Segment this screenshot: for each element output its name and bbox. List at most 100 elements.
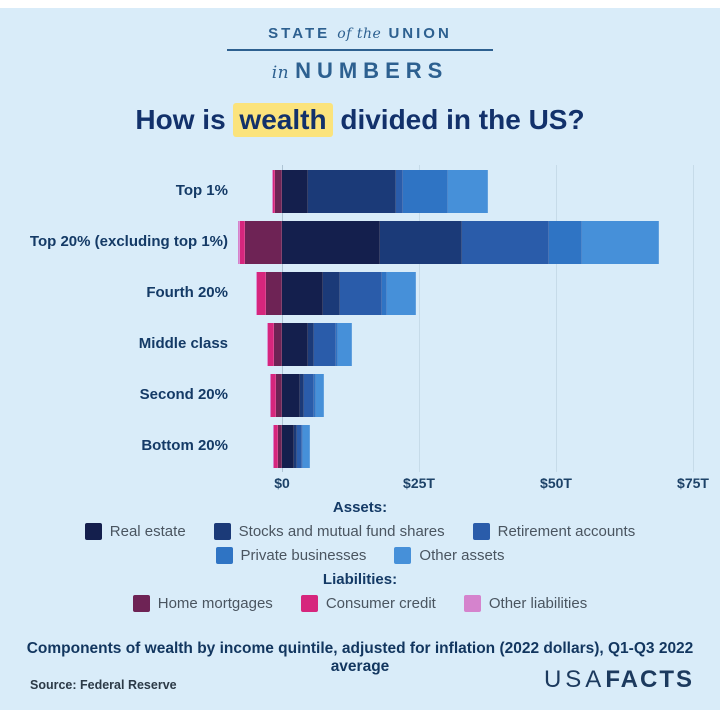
masthead-in: in bbox=[271, 63, 290, 83]
segment-retirement-accounts bbox=[304, 374, 315, 417]
legend-item-stocks-and-mutual-fund-shares: Stocks and mutual fund shares bbox=[213, 523, 445, 540]
segment-other-liabilities bbox=[269, 374, 271, 417]
title-post: divided in the US? bbox=[332, 104, 585, 135]
segment-real-estate bbox=[282, 221, 380, 264]
legend-swatch-other-assets bbox=[394, 547, 412, 564]
segment-home-mortgages bbox=[278, 425, 282, 468]
masthead-divider-rule bbox=[227, 49, 493, 51]
segment-home-mortgages bbox=[275, 170, 282, 213]
masthead-union: UNION bbox=[388, 25, 452, 42]
bar-category-label: Fourth 20% bbox=[146, 284, 228, 301]
legend-swatch-private-businesses bbox=[215, 547, 233, 564]
legend-assets-row-1: Real estate Stocks and mutual fund shares… bbox=[0, 523, 720, 540]
source-attribution: Source: Federal Reserve bbox=[30, 678, 177, 692]
segment-retirement-accounts bbox=[395, 170, 404, 213]
segment-private-businesses bbox=[549, 221, 583, 264]
x-axis-tick-label: $0 bbox=[274, 475, 290, 491]
segment-home-mortgages bbox=[274, 323, 282, 366]
segment-private-businesses bbox=[336, 323, 339, 366]
legend-label: Other liabilities bbox=[488, 595, 588, 612]
legend-item-home-mortgages: Home mortgages bbox=[132, 595, 273, 612]
segment-retirement-accounts bbox=[314, 323, 337, 366]
segment-other-assets bbox=[387, 272, 417, 315]
segment-other-liabilities bbox=[256, 272, 258, 315]
masthead-numbers: NUMBERS bbox=[295, 58, 449, 83]
legend-label: Retirement accounts bbox=[497, 523, 636, 540]
segment-consumer-credit bbox=[257, 272, 267, 315]
gridline--25t bbox=[418, 165, 420, 472]
x-axis-tick-label: $75T bbox=[677, 475, 709, 491]
bar-category-label: Middle class bbox=[138, 335, 228, 352]
bottom-white-strip bbox=[0, 710, 720, 718]
segment-other-assets bbox=[582, 221, 660, 264]
legend-swatch-other-liabilities bbox=[463, 595, 481, 612]
segment-other-liabilities bbox=[237, 221, 241, 264]
legend-swatch-retirement-accounts bbox=[472, 523, 490, 540]
segment-other-assets bbox=[303, 425, 311, 468]
segment-consumer-credit bbox=[270, 374, 276, 417]
segment-stocks-and-mutual-fund-shares bbox=[379, 221, 462, 264]
segment-other-liabilities bbox=[271, 170, 274, 213]
legend-swatch-consumer-credit bbox=[300, 595, 318, 612]
segment-private-businesses bbox=[382, 272, 388, 315]
segment-private-businesses bbox=[302, 425, 304, 468]
segment-real-estate bbox=[282, 374, 301, 417]
segment-other-assets bbox=[338, 323, 352, 366]
segment-retirement-accounts bbox=[339, 272, 383, 315]
bar-category-label: Second 20% bbox=[139, 386, 228, 403]
segment-private-businesses bbox=[403, 170, 449, 213]
segment-other-assets bbox=[315, 374, 324, 417]
segment-home-mortgages bbox=[245, 221, 282, 264]
segment-consumer-credit bbox=[273, 425, 279, 468]
segment-consumer-credit bbox=[273, 170, 276, 213]
legend-swatch-real-estate bbox=[84, 523, 102, 540]
title-pre: How is bbox=[135, 104, 234, 135]
gridline--50t bbox=[555, 165, 557, 472]
bar-category-label: Bottom 20% bbox=[141, 437, 228, 454]
masthead-state: STATE bbox=[268, 25, 331, 42]
legend-label: Stocks and mutual fund shares bbox=[238, 523, 445, 540]
legend-swatch-stocks-and-mutual-fund-shares bbox=[213, 523, 231, 540]
segment-real-estate bbox=[282, 272, 324, 315]
chart-caption: Components of wealth by income quintile,… bbox=[26, 640, 694, 675]
segment-real-estate bbox=[282, 323, 308, 366]
segment-stocks-and-mutual-fund-shares bbox=[294, 425, 297, 468]
legend-assets-row-2: Private businesses Other assets bbox=[0, 547, 720, 564]
segment-stocks-and-mutual-fund-shares bbox=[308, 170, 396, 213]
segment-stocks-and-mutual-fund-shares bbox=[323, 272, 340, 315]
segment-other-liabilities bbox=[266, 323, 268, 366]
page-title: How is wealth divided in the US? bbox=[0, 103, 720, 137]
bar-category-label: Top 1% bbox=[175, 182, 228, 199]
bar-category-label: Top 20% (excluding top 1%) bbox=[29, 233, 228, 250]
legend-swatch-home-mortgages bbox=[132, 595, 150, 612]
segment-other-assets bbox=[448, 170, 489, 213]
segment-stocks-and-mutual-fund-shares bbox=[307, 323, 315, 366]
segment-consumer-credit bbox=[240, 221, 246, 264]
segment-other-liabilities bbox=[272, 425, 274, 468]
legend-label: Private businesses bbox=[240, 547, 367, 564]
segment-home-mortgages bbox=[275, 374, 282, 417]
legend-item-other-liabilities: Other liabilities bbox=[463, 595, 588, 612]
gridline--0 bbox=[281, 165, 283, 472]
legend-item-consumer-credit: Consumer credit bbox=[300, 595, 436, 612]
legend-liabilities-header: Liabilities: bbox=[322, 571, 398, 588]
masthead-line2: in NUMBERS bbox=[0, 58, 720, 84]
x-axis-tick-label: $50T bbox=[540, 475, 572, 491]
masthead-line1: STATE of the UNION bbox=[0, 25, 720, 42]
legend-liabilities-row: Home mortgages Consumer credit Other liabi… bbox=[0, 595, 720, 612]
segment-retirement-accounts bbox=[296, 425, 303, 468]
segment-consumer-credit bbox=[267, 323, 275, 366]
legend-label: Other assets bbox=[419, 547, 505, 564]
segment-real-estate bbox=[282, 170, 309, 213]
masthead-of-the: of the bbox=[337, 26, 382, 42]
chart-legend: Assets: Real estate Stocks and mutual fun… bbox=[0, 496, 720, 619]
legend-item-private-businesses: Private businesses bbox=[215, 547, 367, 564]
masthead: STATE of the UNION in NUMBERS bbox=[0, 25, 720, 84]
segment-private-businesses bbox=[314, 374, 316, 417]
legend-item-real-estate: Real estate bbox=[84, 523, 186, 540]
legend-label: Real estate bbox=[109, 523, 186, 540]
logo-facts: FACTS bbox=[605, 666, 694, 693]
logo-usa: USA bbox=[543, 666, 606, 693]
title-highlighted-word: wealth bbox=[233, 103, 333, 137]
